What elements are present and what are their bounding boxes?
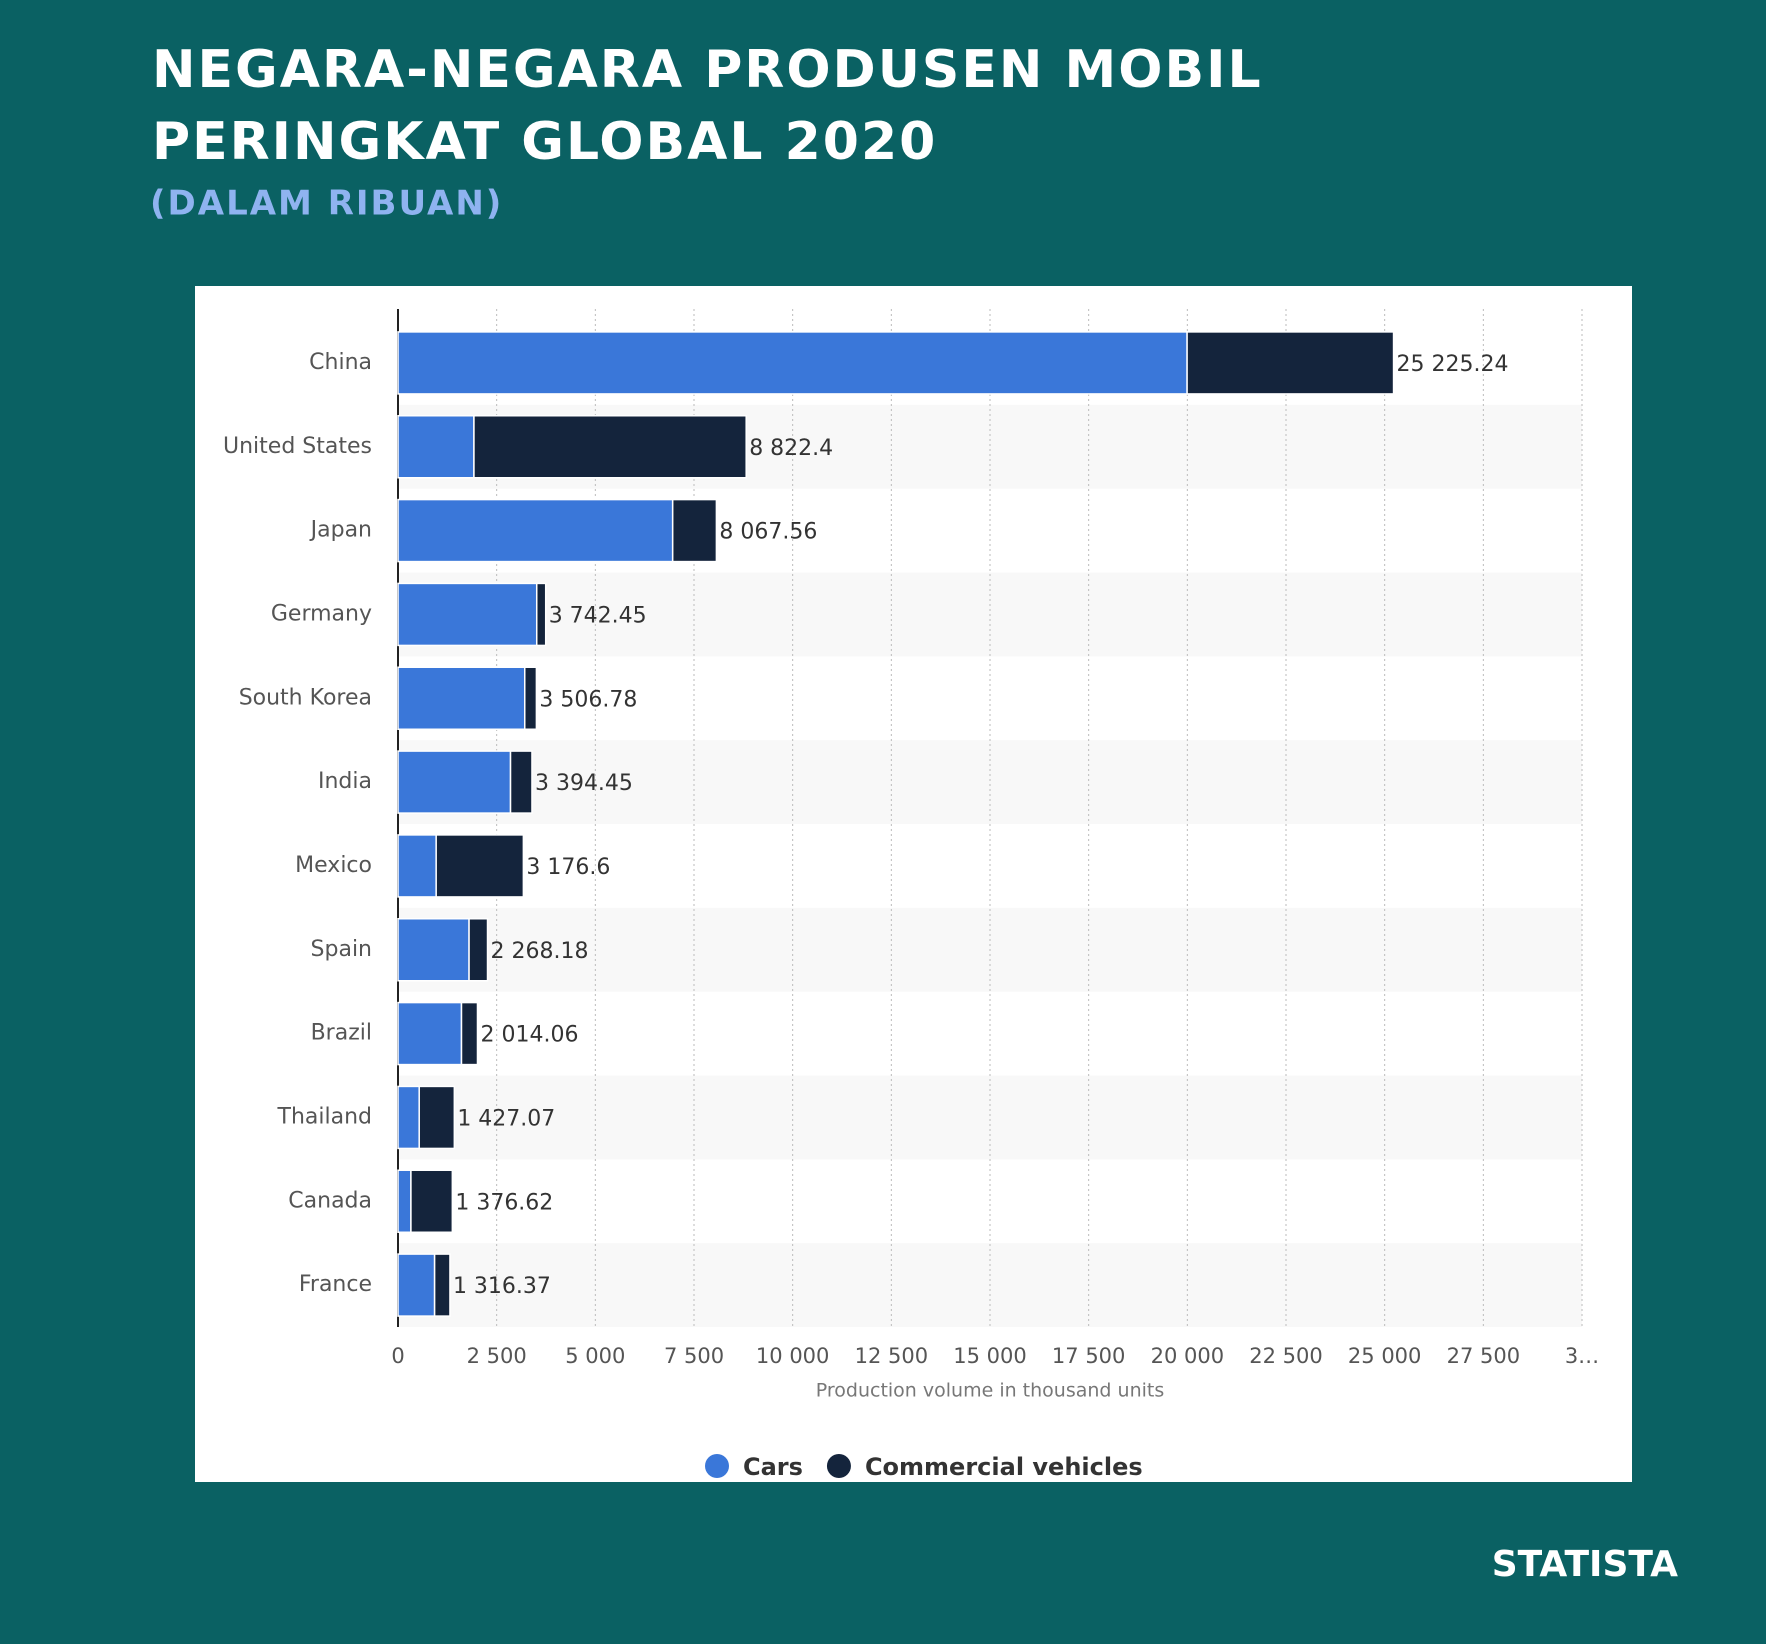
- total-label: 1 316.37: [453, 1274, 551, 1299]
- x-tick-label: 3…: [1565, 1344, 1599, 1368]
- source: STATISTA: [1492, 1544, 1678, 1585]
- x-tick-label: 5 000: [565, 1344, 625, 1368]
- bar-segment: [397, 666, 526, 730]
- bar-segment: [460, 1001, 479, 1066]
- bar-segment: [435, 834, 525, 898]
- x-tick-label: 12 500: [855, 1344, 928, 1368]
- y-tick-label: Canada: [288, 1188, 372, 1213]
- x-tick-label: 10 000: [756, 1344, 829, 1368]
- x-tick-label: 0: [391, 1344, 404, 1368]
- legend-label: Commercial vehicles: [865, 1453, 1143, 1481]
- bar-segment: [397, 1001, 463, 1066]
- bar-segment: [397, 750, 512, 814]
- total-label: 3 394.45: [535, 771, 633, 796]
- total-label: 3 742.45: [549, 603, 647, 628]
- bar-segment: [397, 415, 475, 479]
- chart-title: NEGARA-NEGARA PRODUSEN MOBIL: [152, 40, 1263, 100]
- bar-segment: [397, 582, 538, 647]
- bar-segment: [397, 1085, 420, 1150]
- bar-segment: [433, 1253, 451, 1317]
- y-tick-label: Spain: [311, 937, 372, 962]
- row-band: [398, 1075, 1582, 1160]
- bar-segment: [397, 834, 437, 898]
- bar-segment: [397, 498, 674, 563]
- y-tick-label: Thailand: [277, 1104, 372, 1129]
- x-tick-label: 20 000: [1151, 1344, 1224, 1368]
- y-tick-label: Mexico: [295, 853, 372, 878]
- x-tick-label: 2 500: [467, 1344, 527, 1368]
- bar-segment: [509, 750, 533, 814]
- bar-segment: [1186, 331, 1395, 395]
- total-label: 2 014.06: [480, 1023, 578, 1048]
- bar-segment: [397, 1253, 436, 1317]
- total-label: 1 376.62: [455, 1190, 553, 1215]
- total-label: 3 506.78: [539, 687, 637, 712]
- x-axis-label: Production volume in thousand units: [816, 1380, 1164, 1402]
- y-tick-label: South Korea: [239, 685, 372, 710]
- total-label: 2 268.18: [491, 939, 589, 964]
- bar-segment: [397, 918, 470, 982]
- legend-swatch: [705, 1454, 729, 1478]
- bar-segment: [524, 666, 538, 730]
- x-tick-label: 15 000: [953, 1344, 1026, 1368]
- total-label: 3 176.6: [526, 855, 610, 880]
- y-tick-label: Brazil: [311, 1021, 372, 1046]
- total-label: 1 427.07: [457, 1106, 555, 1131]
- bar-segment: [418, 1085, 456, 1150]
- x-tick-label: 17 500: [1052, 1344, 1125, 1368]
- x-tick-label: 25 000: [1348, 1344, 1421, 1368]
- chart-subtitle: (DALAM RIBUAN): [150, 184, 503, 224]
- bar-segment: [397, 331, 1188, 395]
- y-tick-label: Japan: [309, 518, 372, 543]
- x-tick-label: 22 500: [1249, 1344, 1322, 1368]
- bar-segment: [473, 415, 747, 479]
- x-tick-label: 27 500: [1447, 1344, 1520, 1368]
- bar-segment: [397, 1169, 412, 1233]
- legend-label: Cars: [743, 1453, 803, 1481]
- total-label: 8 822.4: [749, 436, 833, 461]
- bar-segment: [468, 918, 489, 982]
- bar-segment: [410, 1169, 454, 1233]
- x-tick-label: 7 500: [664, 1344, 724, 1368]
- y-tick-label: Germany: [271, 601, 372, 626]
- bar-segment: [671, 498, 718, 563]
- y-tick-label: United States: [223, 434, 372, 459]
- chart-title: PERINGKAT GLOBAL 2020: [152, 112, 937, 172]
- total-label: 25 225.24: [1397, 352, 1509, 377]
- total-label: 8 067.56: [719, 520, 817, 545]
- y-tick-label: France: [299, 1272, 372, 1297]
- legend-swatch: [826, 1454, 851, 1478]
- y-tick-label: China: [309, 350, 372, 375]
- bar-segment: [535, 582, 547, 647]
- y-tick-label: India: [318, 769, 372, 794]
